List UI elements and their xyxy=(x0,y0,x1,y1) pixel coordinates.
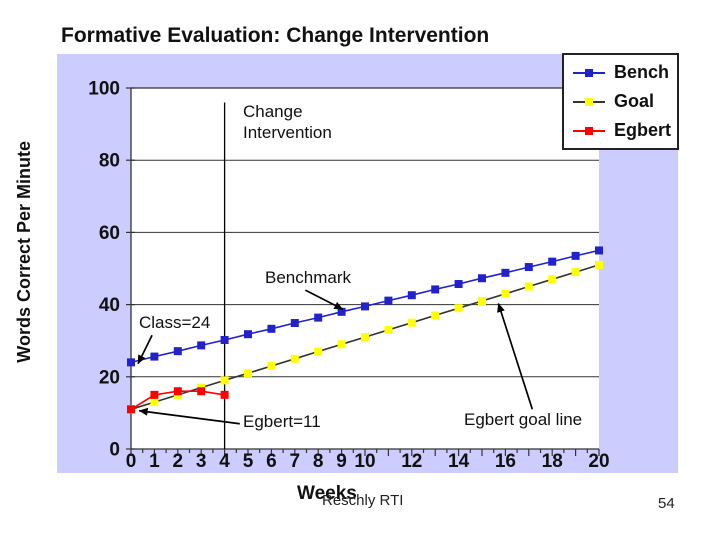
y-tick-label: 40 xyxy=(99,295,120,316)
marker-goal xyxy=(267,361,276,370)
marker-goal xyxy=(314,347,323,356)
legend-item-egbert: Egbert xyxy=(573,120,675,141)
annotation-egbert-goal-line: Egbert goal line xyxy=(464,410,583,429)
marker-goal xyxy=(571,268,580,277)
legend-label-goal: Goal xyxy=(614,91,655,111)
annotation-benchmark: Benchmark xyxy=(265,268,351,287)
y-tick-label: 20 xyxy=(99,367,120,388)
x-tick-label: 8 xyxy=(313,451,324,472)
marker-goal xyxy=(478,296,486,305)
y-tick-label: 60 xyxy=(99,223,120,244)
goal-marker-icon xyxy=(585,97,593,106)
marker-bench xyxy=(244,330,252,339)
marker-bench xyxy=(524,263,533,272)
marker-bench xyxy=(571,251,580,260)
marker-bench xyxy=(290,319,299,328)
legend-label-bench: Bench xyxy=(614,62,670,82)
marker-goal xyxy=(150,398,159,407)
marker-bench xyxy=(548,257,557,266)
annotation-arrow xyxy=(497,303,534,410)
marker-egbert xyxy=(127,405,135,414)
marker-bench xyxy=(197,341,206,350)
marker-bench xyxy=(478,274,486,283)
marker-goal xyxy=(524,282,533,291)
slide-title: Formative Evaluation: Change Interventio… xyxy=(61,24,490,47)
annotation-arrow xyxy=(137,334,153,365)
page-number: 54 xyxy=(658,495,675,512)
marker-goal xyxy=(361,333,369,342)
chart-legend: Bench Goal Egbert xyxy=(562,53,679,150)
x-tick-label: 20 xyxy=(588,451,609,472)
marker-bench xyxy=(127,358,135,367)
marker-goal xyxy=(454,304,463,313)
x-tick-label: 6 xyxy=(266,451,277,472)
bench-series-icon xyxy=(573,68,605,77)
goal-series-icon xyxy=(573,97,605,106)
legend-item-goal: Goal xyxy=(573,91,675,112)
y-tick-label: 100 xyxy=(88,79,120,100)
egbert-marker-icon xyxy=(585,126,593,135)
x-tick-label: 1 xyxy=(149,451,160,472)
marker-bench xyxy=(407,291,416,300)
x-tick-label: 18 xyxy=(542,451,563,472)
marker-goal xyxy=(244,369,252,378)
x-tick-label: 9 xyxy=(336,451,347,472)
marker-egbert xyxy=(150,390,159,399)
x-tick-label: 16 xyxy=(495,451,516,472)
annotation-arrow xyxy=(304,289,344,311)
marker-goal xyxy=(220,376,229,385)
legend-label-egbert: Egbert xyxy=(614,120,672,140)
marker-goal xyxy=(548,275,557,284)
legend-item-bench: Bench xyxy=(573,62,675,83)
annotation-arrow xyxy=(138,407,240,425)
marker-bench xyxy=(150,352,159,361)
marker-bench xyxy=(314,313,323,322)
marker-egbert xyxy=(173,387,182,396)
annotation-egbert-11: Egbert=11 xyxy=(243,412,321,431)
bench-marker-icon xyxy=(585,68,593,77)
x-tick-label: 12 xyxy=(401,451,422,472)
marker-goal xyxy=(407,318,416,327)
y-axis-title-text: Words Correct Per Minute xyxy=(13,140,34,363)
marker-egbert xyxy=(220,390,229,399)
marker-goal xyxy=(431,311,440,320)
y-tick-label: 80 xyxy=(99,151,120,172)
x-tick-label: 4 xyxy=(219,451,230,472)
marker-goal xyxy=(501,289,510,298)
marker-bench xyxy=(431,285,440,294)
y-tick-label: 0 xyxy=(109,440,120,461)
marker-goal xyxy=(595,260,603,269)
y-axis-title: Words Correct Per Minute xyxy=(10,54,38,449)
marker-bench xyxy=(384,296,393,305)
marker-goal xyxy=(337,340,346,349)
x-tick-label: 5 xyxy=(243,451,254,472)
marker-bench xyxy=(220,335,229,344)
marker-egbert xyxy=(197,387,206,396)
marker-bench xyxy=(454,280,463,289)
marker-goal xyxy=(384,325,393,334)
marker-bench xyxy=(267,324,276,333)
x-tick-label: 3 xyxy=(196,451,207,472)
annotation-change-intervention: Change Intervention xyxy=(243,102,332,142)
footer-text: Reschly RTI xyxy=(322,492,404,509)
marker-bench xyxy=(361,302,369,311)
x-axis-title: Weeks xyxy=(297,483,357,504)
marker-bench xyxy=(595,246,603,255)
marker-bench xyxy=(337,307,346,316)
egbert-series-icon xyxy=(573,126,605,135)
annotation-class-24: Class=24 xyxy=(139,313,211,332)
x-tick-label: 2 xyxy=(173,451,184,472)
x-tick-label: 10 xyxy=(354,451,375,472)
x-tick-label: 14 xyxy=(448,451,470,472)
marker-goal xyxy=(290,354,299,363)
x-tick-label: 0 xyxy=(126,451,137,472)
x-tick-label: 7 xyxy=(290,451,301,472)
marker-bench xyxy=(501,268,510,277)
marker-bench xyxy=(173,347,182,356)
